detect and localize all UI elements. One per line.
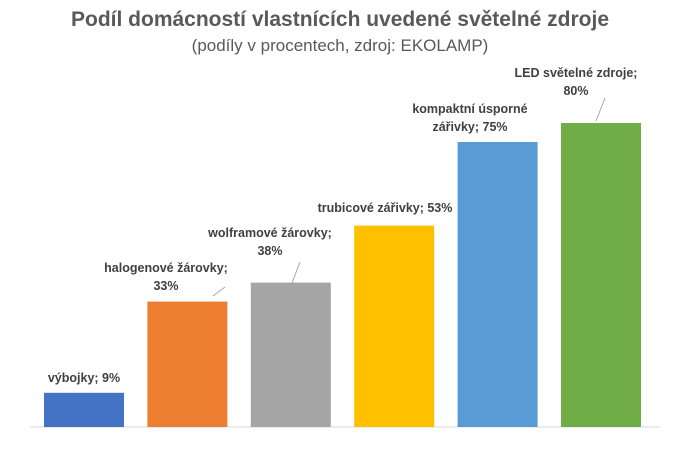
leader-line-3 <box>291 261 301 284</box>
data-label-6: LED světelné zdroje; 80% <box>515 66 638 98</box>
bar-1 <box>44 392 124 427</box>
chart-subtitle: (podíly v procentech, zdroj: EKOLAMP) <box>191 36 489 55</box>
data-label-2: halogenové žárovky; 33% <box>104 261 228 293</box>
data-label-5: kompaktní úsporné zářivky; 75% <box>412 102 527 134</box>
leader-line-6 <box>595 97 606 122</box>
bar-4 <box>354 225 435 427</box>
bar-3 <box>250 282 331 427</box>
bar-6 <box>561 123 641 427</box>
data-label-4: trubicové zářivky; 53% <box>318 201 453 215</box>
data-label-1: výbojky; 9% <box>48 371 120 385</box>
chart-title: Podíl domácností vlastnících uvedené svě… <box>71 8 609 31</box>
bar-2 <box>147 301 228 427</box>
leader-line-2 <box>212 286 226 297</box>
data-label-3: wolframové žárovky; 38% <box>207 226 332 258</box>
bar-5 <box>457 142 538 427</box>
